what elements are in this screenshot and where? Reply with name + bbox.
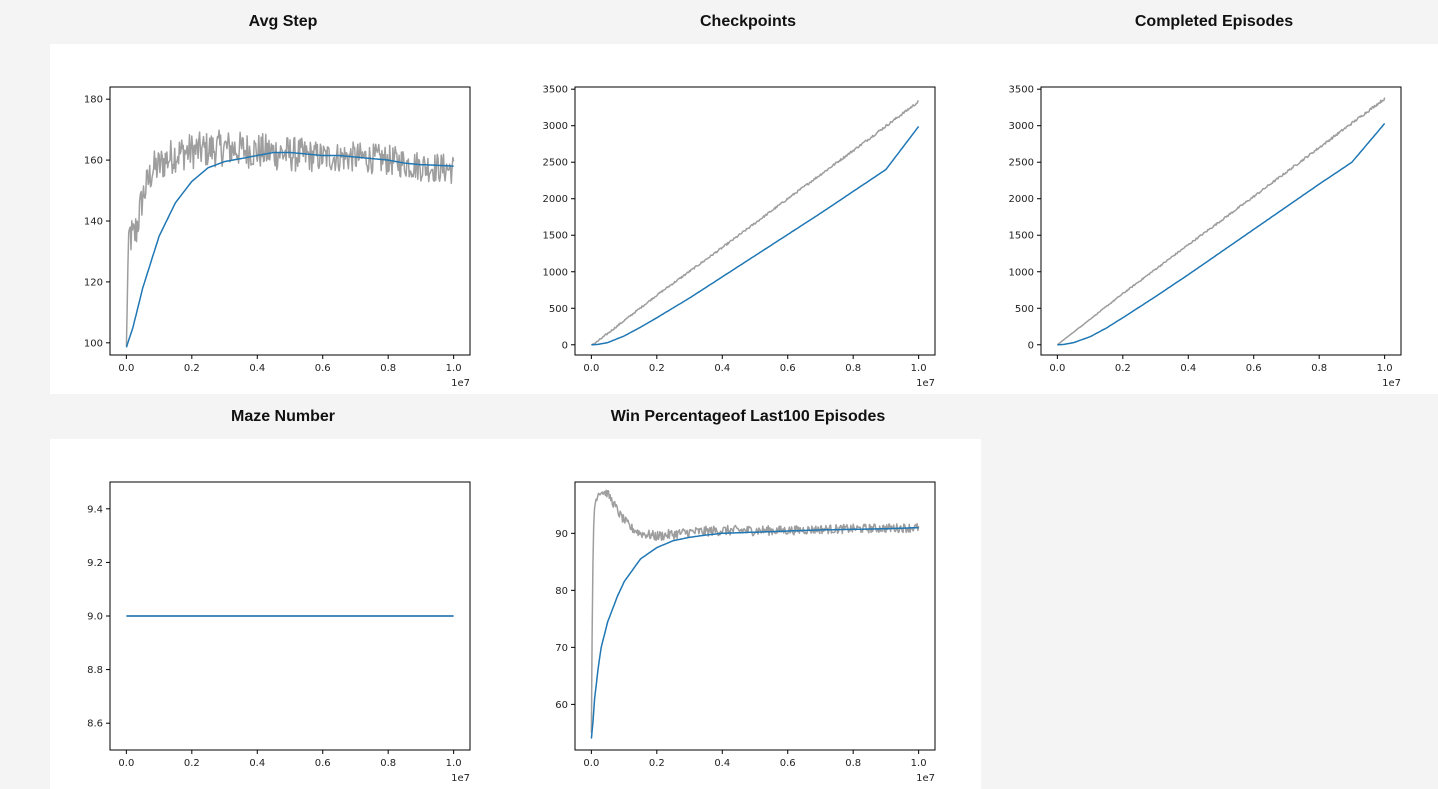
- x-tick-label: 0.8: [845, 758, 861, 769]
- x-tick-label: 0.2: [184, 363, 200, 374]
- chart-title: Avg Step: [248, 13, 318, 30]
- y-tick-label: 60: [555, 700, 568, 711]
- y-tick-label: 500: [549, 304, 568, 315]
- x-tick-label: 1.0: [911, 758, 927, 769]
- series-line-1: [1057, 123, 1386, 346]
- chart-panel-maze-number: Maze Number 0.0 0.2 0.4 0.6 0.8 1.0 1e7 8.6 8.8 9…: [50, 395, 516, 789]
- y-tick-label: 9.0: [87, 612, 103, 623]
- plot-area: 0.0 0.2 0.4 0.6 0.8 1.0 1e7 0 500 1000 1500 2000 250…: [981, 44, 1438, 394]
- x-tick-label: 0.6: [315, 758, 331, 769]
- chart-title: Checkpoints: [699, 13, 796, 30]
- x-tick-label: 0.8: [380, 363, 396, 374]
- x-tick-label: 0.0: [583, 758, 599, 769]
- x-offset-label: 1e7: [916, 378, 935, 389]
- x-tick-label: 0.2: [184, 758, 200, 769]
- x-tick-label: 0.6: [315, 363, 331, 374]
- axes-frame: [574, 481, 936, 751]
- y-tick-label: 0: [562, 340, 568, 351]
- y-tick-label: 140: [84, 217, 103, 228]
- series-line-0: [1056, 97, 1386, 346]
- y-tick-label: 100: [84, 338, 103, 349]
- series-line-0: [591, 100, 919, 346]
- y-tick-label: 2000: [1009, 194, 1034, 205]
- plot-area: 0.0 0.2 0.4 0.6 0.8 1.0 1e7 60 70 80 90: [515, 439, 981, 789]
- chart-panel-completed-episodes: Completed Episodes 0.0 0.2 0.4 0.6 0.8 1.0 1e7…: [981, 0, 1438, 394]
- chart-title: Completed Episodes: [1134, 13, 1294, 30]
- x-tick-label: 0.0: [1049, 363, 1065, 374]
- y-tick-label: 70: [555, 643, 568, 654]
- y-tick-label: 500: [1015, 304, 1034, 315]
- x-tick-label: 1.0: [911, 363, 927, 374]
- series-line-0: [590, 489, 920, 733]
- y-tick-label: 3500: [1009, 85, 1034, 96]
- chart-svg: 0.0 0.2 0.4 0.6 0.8 1.0 1e7 60 70 80 90: [555, 481, 936, 784]
- chart-panel-avg-step: Avg Step 0.0 0.2 0.4 0.6 0.8 1.0 1e7 100 120 140 1…: [50, 0, 516, 394]
- x-tick-label: 0.8: [1311, 363, 1327, 374]
- y-tick-label: 1000: [543, 267, 568, 278]
- series-line-1: [590, 526, 919, 739]
- x-tick-label: 0.0: [118, 363, 134, 374]
- x-tick-label: 0.8: [845, 363, 861, 374]
- axes-frame: [109, 86, 471, 356]
- chart-title: Maze Number: [230, 408, 336, 425]
- series-line-1: [125, 151, 454, 348]
- x-tick-label: 0.4: [249, 758, 265, 769]
- y-tick-label: 1500: [543, 231, 568, 242]
- axes-frame: [574, 86, 936, 356]
- x-tick-label: 1.0: [1377, 363, 1393, 374]
- y-tick-label: 9.4: [87, 504, 103, 515]
- chart-svg: 0.0 0.2 0.4 0.6 0.8 1.0 1e7 100 120 140 160 180: [84, 86, 471, 389]
- x-tick-label: 0.4: [714, 758, 730, 769]
- y-tick-label: 1500: [1009, 231, 1034, 242]
- x-tick-label: 0.4: [249, 363, 265, 374]
- x-tick-label: 0.0: [118, 758, 134, 769]
- chart-panel-checkpoints: Checkpoints 0.0 0.2 0.4 0.6 0.8 1.0 1e7 0 500 100…: [515, 0, 981, 394]
- chart-title: Win Percentageof Last100 Episodes: [610, 408, 886, 425]
- plot-area: 0.0 0.2 0.4 0.6 0.8 1.0 1e7 0 500 1000 1500 2000 250…: [515, 44, 981, 394]
- y-tick-label: 0: [1028, 340, 1034, 351]
- series-line-0: [125, 129, 455, 346]
- series-line-1: [591, 125, 920, 346]
- x-tick-label: 0.2: [649, 363, 665, 374]
- plot-area: 0.0 0.2 0.4 0.6 0.8 1.0 1e7 8.6 8.8 9.0 9.2 9.4: [50, 439, 516, 789]
- x-tick-label: 1.0: [446, 363, 462, 374]
- chart-svg: 0.0 0.2 0.4 0.6 0.8 1.0 1e7 8.6 8.8 9.0 9.2 9.4: [87, 481, 471, 784]
- x-offset-label: 1e7: [916, 773, 935, 784]
- x-offset-label: 1e7: [1382, 378, 1401, 389]
- x-tick-label: 0.6: [780, 758, 796, 769]
- y-tick-label: 90: [555, 529, 568, 540]
- y-tick-label: 80: [555, 586, 568, 597]
- x-offset-label: 1e7: [451, 378, 470, 389]
- y-tick-label: 3000: [1009, 121, 1034, 132]
- chart-svg: 0.0 0.2 0.4 0.6 0.8 1.0 1e7 0 500 1000 1500 2000 250…: [543, 85, 936, 389]
- x-tick-label: 0.4: [1180, 363, 1196, 374]
- y-tick-label: 3000: [543, 121, 568, 132]
- y-tick-label: 2500: [543, 158, 568, 169]
- x-tick-label: 0.2: [1115, 363, 1131, 374]
- y-tick-label: 160: [84, 156, 103, 167]
- y-tick-label: 9.2: [87, 558, 103, 569]
- x-tick-label: 0.2: [649, 758, 665, 769]
- chart-panel-win-percentage: Win Percentageof Last100 Episodes 0.0 0.2…: [515, 395, 981, 789]
- x-tick-label: 0.6: [780, 363, 796, 374]
- x-tick-label: 0.6: [1246, 363, 1262, 374]
- x-tick-label: 0.8: [380, 758, 396, 769]
- x-tick-label: 1.0: [446, 758, 462, 769]
- y-tick-label: 8.6: [87, 719, 103, 730]
- y-tick-label: 2000: [543, 194, 568, 205]
- y-tick-label: 8.8: [87, 665, 103, 676]
- y-tick-label: 2500: [1009, 158, 1034, 169]
- y-tick-label: 180: [84, 95, 103, 106]
- plot-area: 0.0 0.2 0.4 0.6 0.8 1.0 1e7 100 120 140 160 180: [50, 44, 516, 394]
- y-tick-label: 120: [84, 277, 103, 288]
- x-offset-label: 1e7: [451, 773, 470, 784]
- axes-frame: [1040, 86, 1402, 356]
- x-tick-label: 0.4: [714, 363, 730, 374]
- x-tick-label: 0.0: [583, 363, 599, 374]
- y-tick-label: 1000: [1009, 267, 1034, 278]
- y-tick-label: 3500: [543, 85, 568, 96]
- chart-svg: 0.0 0.2 0.4 0.6 0.8 1.0 1e7 0 500 1000 1500 2000 250…: [1009, 85, 1402, 389]
